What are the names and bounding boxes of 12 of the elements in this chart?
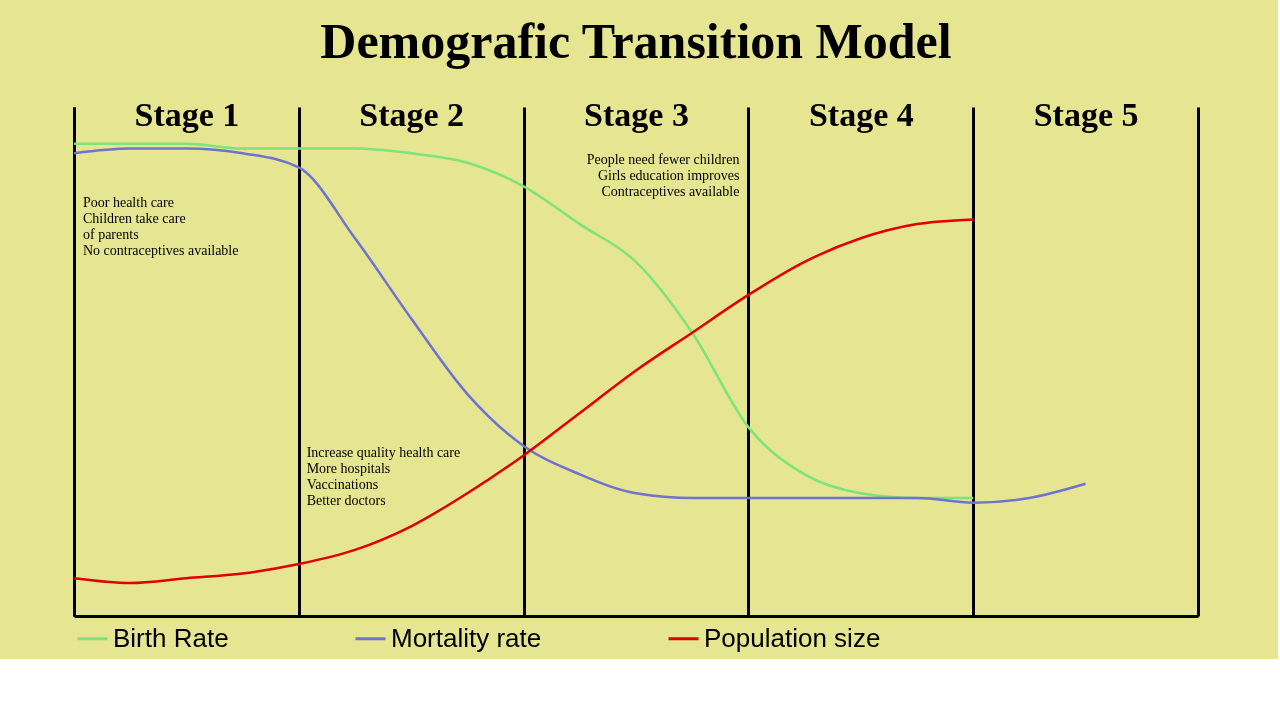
x-tick-label: Stage 4 [808, 95, 914, 133]
legend-label: Mortality rate [391, 622, 542, 653]
chart-title: Demografic Transition Model [320, 13, 952, 69]
legend-label: Population size [704, 622, 881, 653]
x-tick-label: Stage 2 [359, 95, 465, 133]
x-tick-label: Stage 3 [584, 95, 689, 133]
annotation: Increase quality health care More hospitals Vaccinations Better doctors [306, 445, 461, 509]
x-tick-label: Stage 1 [134, 95, 240, 133]
annotation: People need fewer children Girls education improves Contraceptives available [586, 152, 740, 200]
x-tick-label: Stage 5 [1033, 95, 1139, 133]
legend-label: Birth Rate [113, 622, 229, 653]
annotation: Poor health care Children take care of parents No contraceptives available [82, 194, 239, 258]
